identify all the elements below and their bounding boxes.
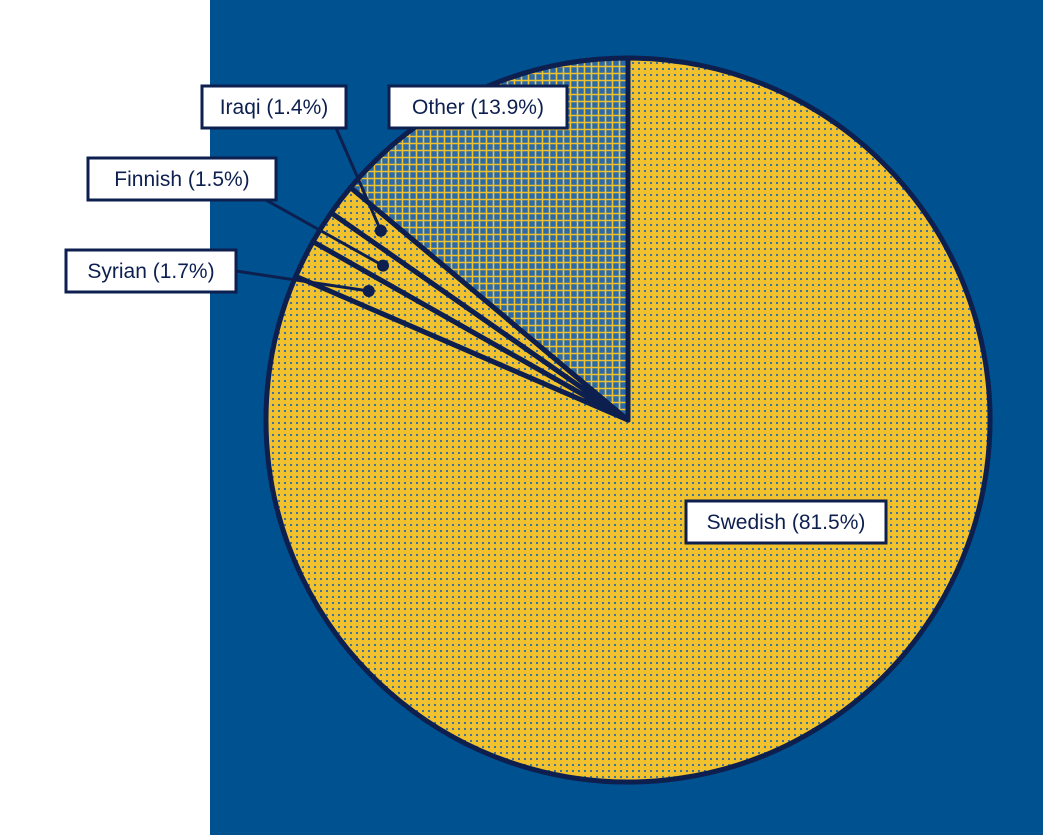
- label-text-finnish: Finnish (1.5%): [114, 168, 249, 191]
- pie-label-swedish: Swedish (81.5%): [684, 499, 888, 545]
- pie-label-other: Other (13.9%): [387, 84, 569, 130]
- pie-labels: Swedish (81.5%) Syrian (1.7%) Finnish (1.5…: [64, 84, 888, 545]
- label-text-iraqi: Iraqi (1.4%): [220, 96, 329, 119]
- label-box-syrian: [64, 248, 238, 294]
- label-box-swedish: [684, 499, 888, 545]
- pie-slices: [263, 55, 993, 785]
- pie-label-syrian: Syrian (1.7%): [64, 248, 375, 297]
- leader-line-syrian: [235, 269, 369, 293]
- label-text-syrian: Syrian (1.7%): [87, 260, 214, 283]
- pie-label-iraqi: Iraqi (1.4%): [200, 84, 387, 237]
- leader-dot-finnish: [376, 259, 389, 272]
- label-box-finnish: [86, 156, 278, 202]
- label-box-other: [387, 84, 569, 130]
- leader-line-finnish: [265, 198, 384, 267]
- pie-label-finnish: Finnish (1.5%): [86, 156, 389, 272]
- leader-line-iraqi: [334, 127, 383, 232]
- label-text-swedish: Swedish (81.5%): [707, 511, 866, 534]
- leader-dot-iraqi: [374, 224, 387, 237]
- label-box-iraqi: [200, 84, 348, 130]
- label-text-other: Other (13.9%): [412, 96, 544, 119]
- leader-dot-syrian: [362, 284, 375, 297]
